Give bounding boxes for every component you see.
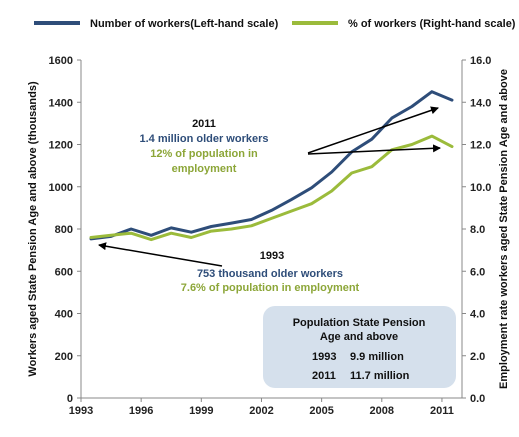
annotation-2011-percent-line2: employment bbox=[172, 163, 237, 175]
annotation-1993-year: 1993 bbox=[260, 250, 284, 262]
series-layer bbox=[89, 90, 454, 242]
right-axis-ticks: 0.0 2.0 4.0 6.0 8.0 10.0 12.0 14.0 16.0 bbox=[462, 55, 491, 405]
x-tick-label: 2005 bbox=[309, 405, 333, 417]
left-tick-label: 1400 bbox=[49, 97, 73, 109]
annotation-2011: 2011 1.4 million older workers 12% of po… bbox=[140, 106, 441, 175]
left-tick-label: 400 bbox=[55, 309, 73, 321]
left-tick-label: 800 bbox=[55, 224, 73, 236]
annotation-2011-percent-line1: 12% of population in bbox=[150, 148, 258, 160]
right-tick-label: 2.0 bbox=[470, 351, 485, 363]
legend-label-percent: % of workers (Right-hand scale) bbox=[348, 18, 516, 30]
x-axis-ticks: 1993 1996 1999 2002 2005 2008 2011 bbox=[69, 398, 454, 417]
legend-label-workers: Number of workers(Left-hand scale) bbox=[90, 18, 279, 30]
right-tick-label: 4.0 bbox=[470, 309, 485, 321]
left-tick-label: 200 bbox=[55, 351, 73, 363]
annotation-1993: 1993 753 thousand older workers 7.6% of … bbox=[98, 242, 360, 294]
left-tick-label: 1000 bbox=[49, 182, 73, 194]
right-tick-label: 10.0 bbox=[470, 182, 491, 194]
right-tick-label: 12.0 bbox=[470, 140, 491, 152]
x-tick-label: 1996 bbox=[129, 405, 153, 417]
population-box: Population State Pension Age and above 1… bbox=[263, 306, 456, 388]
annotation-2011-workers: 1.4 million older workers bbox=[140, 133, 269, 145]
annotation-2011-year: 2011 bbox=[192, 118, 216, 130]
population-box-background bbox=[263, 306, 456, 388]
legend: Number of workers(Left-hand scale) % of … bbox=[34, 18, 516, 30]
annotation-2011-arrow-percent bbox=[307, 144, 441, 155]
annotation-1993-workers: 753 thousand older workers bbox=[197, 268, 343, 280]
x-tick-label: 2002 bbox=[249, 405, 273, 417]
x-tick-label: 2008 bbox=[370, 405, 394, 417]
x-tick-label: 1993 bbox=[69, 405, 93, 417]
population-box-row-2011-value: 11.7 million bbox=[350, 370, 410, 382]
population-box-row-2011-year: 2011 bbox=[312, 370, 336, 382]
right-tick-label: 0.0 bbox=[470, 393, 485, 405]
right-tick-label: 8.0 bbox=[470, 224, 485, 236]
right-axis-title: Employment rate workers aged State Pensi… bbox=[498, 69, 510, 389]
left-tick-label: 1200 bbox=[49, 140, 73, 152]
population-box-row-1993-year: 1993 bbox=[312, 351, 336, 363]
population-box-title-line1: Population State Pension bbox=[293, 317, 426, 329]
population-box-title-line2: Age and above bbox=[320, 331, 398, 343]
annotation-2011-arrow-workers bbox=[307, 106, 439, 154]
x-tick-label: 2011 bbox=[430, 405, 454, 417]
annotation-1993-percent: 7.6% of population in employment bbox=[181, 282, 360, 294]
left-tick-label: 600 bbox=[55, 266, 73, 278]
left-axis-ticks: 0 200 400 600 800 1000 1200 1400 1600 bbox=[49, 55, 81, 405]
series-line-percent bbox=[89, 134, 454, 242]
x-tick-label: 1999 bbox=[189, 405, 213, 417]
left-axis-title: Workers aged State Pension Age and above… bbox=[27, 81, 39, 377]
population-box-row-1993-value: 9.9 million bbox=[350, 351, 404, 363]
annotation-1993-arrow bbox=[98, 242, 223, 267]
left-tick-label: 1600 bbox=[49, 55, 73, 67]
right-tick-label: 14.0 bbox=[470, 97, 491, 109]
series-line-workers bbox=[89, 90, 454, 241]
right-tick-label: 6.0 bbox=[470, 266, 485, 278]
right-tick-label: 16.0 bbox=[470, 55, 491, 67]
left-tick-label: 0 bbox=[67, 393, 73, 405]
